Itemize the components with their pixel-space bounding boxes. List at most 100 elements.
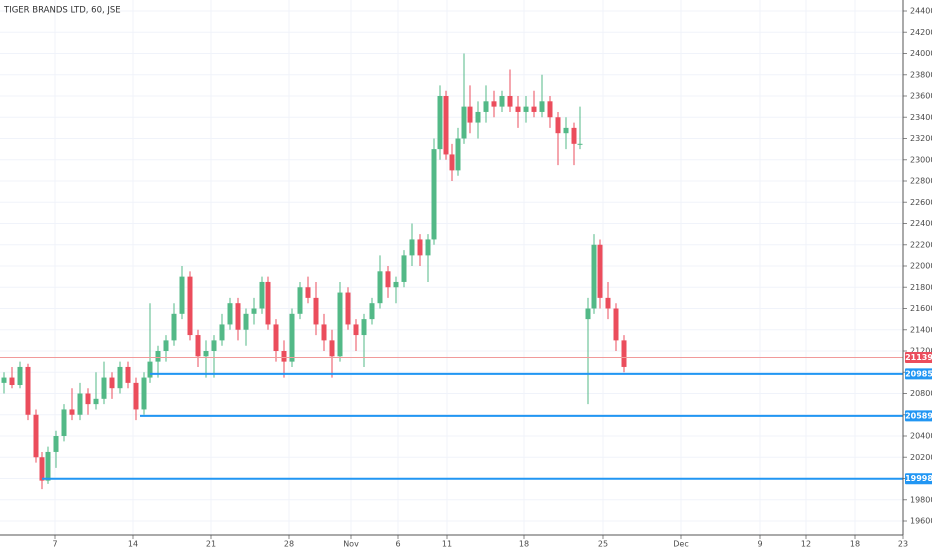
candle-body [195, 335, 201, 357]
candle-body [443, 96, 449, 155]
candle-body [605, 297, 611, 309]
candle-body [25, 366, 31, 415]
x-tick-label: 12 [801, 540, 811, 549]
y-tick-label: 23800 [910, 70, 932, 79]
candle-body [345, 292, 351, 325]
y-tick-label: 22200 [910, 240, 932, 249]
candle-body [523, 106, 529, 112]
candle-body [337, 292, 343, 357]
candle-body [203, 351, 209, 357]
x-tick-label: Nov [343, 540, 359, 549]
level-badge [905, 473, 932, 485]
candle-body [33, 414, 39, 458]
candle-body [555, 117, 561, 134]
level-badge [905, 351, 932, 363]
candle-body [313, 297, 319, 325]
candle-body [259, 281, 265, 309]
candle-body [17, 366, 23, 385]
candle-body [171, 313, 177, 341]
candle-body [243, 313, 249, 330]
y-tick-label: 21800 [910, 283, 932, 292]
candle-body [179, 276, 185, 314]
x-tick-label: 9 [757, 540, 762, 549]
y-tick-label: 20200 [910, 453, 932, 462]
y-tick-label: 22800 [910, 177, 932, 186]
candle-body [125, 366, 131, 383]
candle-body [539, 101, 545, 112]
candle-body [109, 377, 115, 389]
y-tick-label: 21600 [910, 304, 932, 313]
candle-body [507, 96, 513, 107]
candle-body [219, 324, 225, 341]
candle-body [369, 303, 375, 320]
candle-body [133, 382, 139, 410]
x-tick-label: 25 [598, 540, 608, 549]
candle-body [621, 340, 627, 367]
candle-body [431, 149, 437, 240]
y-tick-label: 20400 [910, 432, 932, 441]
x-tick-label: 6 [395, 540, 400, 549]
candle-body [77, 393, 83, 415]
candle-body [69, 409, 75, 415]
y-tick-label: 21400 [910, 325, 932, 334]
candle-body [1, 377, 7, 383]
x-tick-label: 18 [519, 540, 529, 549]
candle-body [499, 96, 505, 107]
y-tick-label: 24000 [910, 49, 932, 58]
candle-body [401, 255, 407, 282]
x-tick-label: 14 [128, 540, 138, 549]
candle-body [455, 138, 461, 171]
candle-body [591, 244, 597, 309]
candle-body [265, 281, 271, 325]
candle-body [417, 239, 423, 256]
candle-body [467, 106, 473, 123]
candle-body [361, 319, 367, 336]
candle-body [597, 244, 603, 298]
candle-body [187, 276, 193, 336]
x-tick-label: 23 [898, 540, 908, 549]
candle-body [85, 393, 91, 405]
candle-body [329, 340, 335, 357]
candle-body [251, 308, 257, 314]
candle-body [211, 340, 217, 351]
candle-body [531, 106, 537, 112]
y-tick-label: 19800 [910, 495, 932, 504]
y-tick-label: 23200 [910, 134, 932, 143]
candle-body [613, 308, 619, 341]
candle-body [61, 409, 67, 436]
candle-body [461, 106, 467, 139]
x-tick-label: 28 [284, 540, 294, 549]
candle-body [9, 377, 15, 385]
y-tick-label: 23600 [910, 92, 932, 101]
candle-body [425, 239, 431, 256]
candle-body [53, 436, 59, 452]
candle-body [147, 361, 153, 378]
candle-body [547, 101, 553, 118]
candle-body [385, 271, 391, 288]
x-tick-label: Dec [673, 540, 688, 549]
chart-title: TIGER BRANDS LTD, 60, JSE [3, 6, 121, 16]
candle-body [39, 457, 45, 481]
x-tick-label: 7 [52, 540, 57, 549]
candle-body [117, 366, 123, 389]
level-badge [905, 368, 932, 380]
x-tick-label: 18 [850, 540, 860, 549]
x-tick-label: 21 [206, 540, 216, 549]
y-tick-label: 19600 [910, 517, 932, 526]
candle-body [393, 281, 399, 288]
level-label: 21139 [905, 353, 932, 362]
level-badge [905, 410, 932, 422]
candle-body [563, 127, 569, 134]
candle-body [483, 101, 489, 112]
candle-body [163, 340, 169, 351]
candle-body [101, 377, 107, 399]
y-tick-label: 22600 [910, 198, 932, 207]
y-tick-label: 23000 [910, 155, 932, 164]
y-tick-label: 21200 [910, 347, 932, 356]
candle-body [45, 451, 51, 481]
candle-body [409, 239, 415, 256]
candle-body [353, 324, 359, 336]
y-tick-label: 20800 [910, 389, 932, 398]
